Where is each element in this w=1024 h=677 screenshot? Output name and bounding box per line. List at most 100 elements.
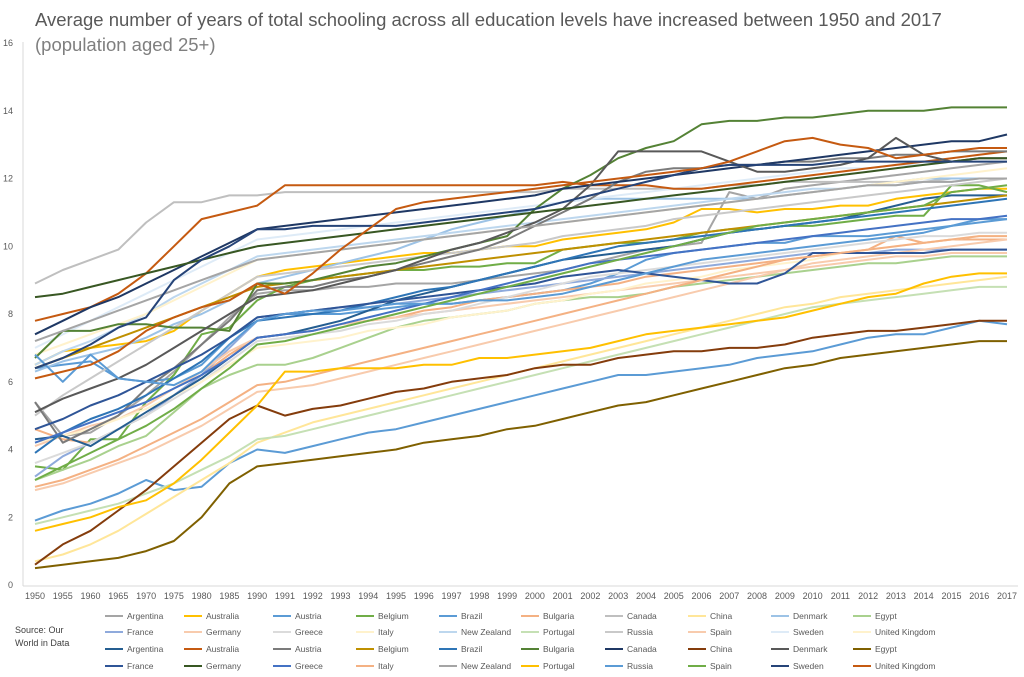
x-tick-label: 2006	[691, 591, 711, 601]
legend-label: New Zealand	[461, 661, 511, 671]
x-tick-label: 1965	[108, 591, 128, 601]
legend-label: Egypt	[875, 644, 897, 654]
legend-label: Argentina	[127, 644, 164, 654]
x-tick-label: 2013	[886, 591, 906, 601]
legend-label: Brazil	[461, 644, 482, 654]
legend-label: Portugal	[543, 661, 575, 671]
x-tick-label: 1995	[386, 591, 406, 601]
series-line-brazil	[34, 319, 1008, 522]
legend-label: Egypt	[875, 611, 897, 621]
legend-label: Australia	[206, 611, 239, 621]
series-line-russia	[34, 218, 1008, 387]
chart-subtitle: (population aged 25+)	[35, 34, 216, 55]
series-line-sweden	[34, 160, 1007, 349]
legend-label: France	[127, 627, 154, 637]
x-tick-label: 1975	[164, 591, 184, 601]
legend-label: Sweden	[793, 661, 824, 671]
series-line-greece	[34, 214, 1008, 444]
y-tick-label: 2	[8, 512, 13, 522]
legend-label: Italy	[378, 627, 394, 637]
legend-label: Austria	[295, 611, 322, 621]
legend-label: United Kingdom	[875, 661, 935, 671]
legend-label: Russia	[627, 661, 653, 671]
series-line-germany	[34, 252, 1007, 448]
series-line-italy	[34, 235, 1007, 488]
y-tick-label: 12	[3, 174, 13, 184]
x-tick-label: 2005	[664, 591, 684, 601]
legend-label: Canada	[627, 611, 657, 621]
x-tick-label: 2007	[719, 591, 739, 601]
series-line-germany	[34, 157, 1007, 299]
y-tick-label: 14	[3, 106, 13, 116]
x-tick-label: 2009	[775, 591, 795, 601]
series-line-portugal	[34, 272, 1007, 532]
x-tick-label: 2017	[997, 591, 1017, 601]
y-tick-label: 10	[3, 241, 13, 251]
x-tick-label: 2002	[580, 591, 600, 601]
x-tick-label: 1994	[358, 591, 378, 601]
legend-label: Argentina	[127, 611, 164, 621]
series-line-austria	[34, 150, 1007, 444]
series-line-sweden	[34, 160, 1007, 370]
x-tick-label: 1970	[136, 591, 156, 601]
legend-label: Germany	[206, 661, 242, 671]
legend-label: Spain	[710, 661, 732, 671]
series-line-spain	[34, 238, 1008, 492]
x-tick-label: 2000	[525, 591, 545, 601]
source-note: Source: Our World in Data	[15, 625, 70, 648]
x-tick-label: 2001	[553, 591, 573, 601]
x-tick-label: 1955	[53, 591, 73, 601]
legend-label: Bulgaria	[543, 611, 574, 621]
legend-label: New Zealand	[461, 627, 511, 637]
legend-label: China	[710, 611, 732, 621]
x-tick-label: 1997	[442, 591, 462, 601]
legend-label: Greece	[295, 661, 323, 671]
x-tick-label: 2010	[803, 591, 823, 601]
x-tick-label: 2008	[747, 591, 767, 601]
series-line-bulgaria	[34, 106, 1007, 359]
series-line-canada	[34, 133, 1008, 336]
x-tick-label: 2011	[831, 591, 850, 601]
legend: Argentina Australia Austria Belgium Brazil Bu…	[105, 611, 935, 671]
legend-label: China	[710, 644, 732, 654]
legend-label: Russia	[627, 627, 653, 637]
legend-label: Belgium	[378, 611, 409, 621]
x-tick-label: 1996	[414, 591, 434, 601]
y-tick-label: 0	[8, 580, 13, 590]
series-line-united-kingdom	[34, 136, 1007, 380]
legend-label: Italy	[378, 661, 394, 671]
series-line-new-zealand	[34, 177, 1007, 343]
legend-label: Canada	[627, 644, 657, 654]
legend-label: Germany	[206, 627, 242, 637]
series-line-brazil	[34, 197, 1008, 454]
legend-label: Bulgaria	[543, 644, 574, 654]
series-line-spain	[34, 184, 1008, 481]
series-line-belgium	[34, 184, 1008, 471]
x-tick-label: 1985	[219, 591, 239, 601]
x-tick-label: 2014	[914, 591, 934, 601]
legend-label: Australia	[206, 644, 239, 654]
series-line-china	[34, 275, 1008, 563]
legend-label: Greece	[295, 627, 323, 637]
series-line-russia	[34, 177, 1008, 417]
x-tick-label: 1999	[497, 591, 517, 601]
series-line-egypt	[34, 340, 1007, 570]
x-tick-label: 2012	[858, 591, 878, 601]
x-tick-label: 2003	[608, 591, 628, 601]
x-tick-label: 1950	[25, 591, 45, 601]
legend-label: Portugal	[543, 627, 575, 637]
legend-label: Denmark	[793, 644, 828, 654]
legend-label: Brazil	[461, 611, 482, 621]
x-tick-label: 1993	[330, 591, 350, 601]
x-tick-label: 1960	[81, 591, 101, 601]
x-tick-label: 1990	[247, 591, 267, 601]
x-tick-label: 2016	[969, 591, 989, 601]
series-line-canada	[34, 177, 1007, 285]
y-tick-label: 6	[8, 377, 13, 387]
x-tick-label: 1992	[303, 591, 323, 601]
legend-label: Belgium	[378, 644, 409, 654]
legend-label: United Kingdom	[875, 627, 935, 637]
x-tick-label: 2004	[636, 591, 656, 601]
y-tick-label: 16	[3, 38, 13, 48]
